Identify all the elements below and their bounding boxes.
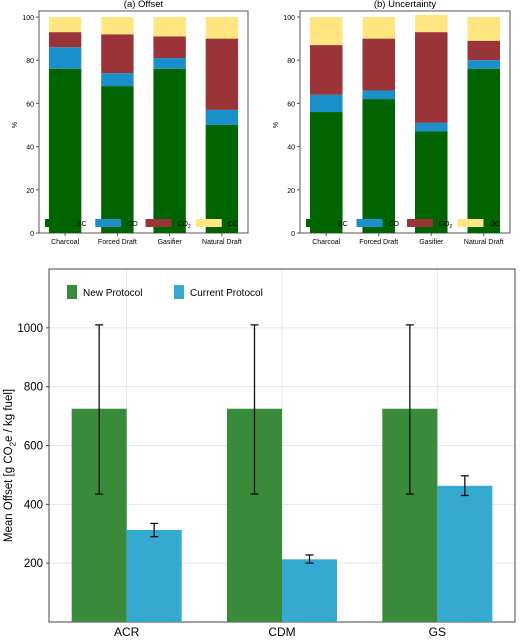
grouped-chart: ACR CDM GS 200 400 600 800 1000 Mean Offset [g C… <box>3 268 516 639</box>
legend-label: CO2 <box>439 221 453 230</box>
y-tick-label: 80 <box>26 58 34 65</box>
y-tick-label: 40 <box>26 145 34 152</box>
y-tick-label: 60 <box>26 101 34 108</box>
bar-segment <box>205 109 239 125</box>
bar-segment <box>362 38 396 91</box>
bar-segment <box>48 68 82 233</box>
y-tick-label: 100 <box>22 15 34 22</box>
x-tick-label: GS <box>429 625 446 637</box>
bar-segment <box>414 32 448 123</box>
bar-segment <box>205 17 239 39</box>
bar-segment <box>205 38 239 110</box>
y-tick-label: 60 <box>287 101 295 108</box>
legend-swatch <box>457 219 484 227</box>
x-tick-label: Charcoal <box>51 239 79 246</box>
bar-segment <box>309 17 343 46</box>
legend-label: CO2 <box>178 221 192 230</box>
legend-swatch <box>45 219 71 227</box>
plot-frame <box>299 10 511 234</box>
legend-swatch <box>306 219 332 227</box>
bar-segment <box>414 131 448 233</box>
bar-segment <box>48 32 82 48</box>
bar-segment <box>309 112 343 233</box>
bar <box>126 529 182 622</box>
chart-title: (b) Uncertainty <box>374 0 437 10</box>
bar-segment <box>101 86 134 234</box>
legend-label: CO <box>389 221 400 228</box>
legend-swatch <box>407 219 433 227</box>
y-tick-label: 400 <box>24 499 43 511</box>
y-axis-label: Mean Offset [g CO2e / kg fuel] <box>3 389 17 542</box>
y-tick-label: 0 <box>291 231 295 238</box>
bar-segment <box>205 125 239 233</box>
legend-swatch <box>67 285 77 299</box>
bar-segment <box>101 73 134 87</box>
stacked-chart-1: (b) Uncertainty 0 20 40 60 80 100% Charcoal Forc… <box>273 0 511 246</box>
legend-swatch <box>145 219 172 227</box>
y-tick-label: 20 <box>287 188 295 195</box>
x-tick-label: Forced Draft <box>98 239 137 246</box>
bar <box>437 485 493 622</box>
y-tick-label: 80 <box>287 58 295 65</box>
y-tick-label: 40 <box>287 145 295 152</box>
bar-segment <box>153 58 186 69</box>
bar-segment <box>48 47 82 69</box>
bar-segment <box>467 68 501 233</box>
y-tick-label: 200 <box>24 558 43 570</box>
y-tick-label: 0 <box>30 231 34 238</box>
legend-label: OC <box>490 221 501 228</box>
legend-label: OC <box>228 221 239 228</box>
bar-segment <box>414 14 448 33</box>
bar <box>282 559 337 622</box>
y-axis-label: % <box>12 122 19 128</box>
bar-segment <box>101 17 134 35</box>
y-tick-label: 20 <box>26 188 34 195</box>
x-tick-label: Gasifier <box>419 239 444 246</box>
x-tick-label: CDM <box>268 625 295 637</box>
bar-segment <box>362 17 396 39</box>
bar-segment <box>362 99 396 233</box>
y-tick-label: 1000 <box>17 323 43 335</box>
bar-segment <box>467 17 501 41</box>
y-tick-label: 100 <box>283 15 295 22</box>
bar-segment <box>362 90 396 100</box>
bar-segment <box>467 60 501 69</box>
legend-label: BC <box>338 221 348 228</box>
legend-label: BC <box>77 221 87 228</box>
x-tick-label: Gasifier <box>158 239 183 246</box>
bar-segment <box>101 34 134 74</box>
x-tick-label: Charcoal <box>312 239 340 246</box>
bar-segment <box>48 17 82 33</box>
legend-swatch <box>95 219 122 227</box>
bar-segment <box>467 40 501 61</box>
bar-segment <box>414 122 448 132</box>
legend-label: Current Protocol <box>190 288 263 299</box>
stacked-chart-0: (a) Offset 0 20 40 60 80 100% Charcoal Forced Dr… <box>12 0 249 246</box>
legend-swatch <box>174 285 184 299</box>
legend-swatch <box>195 219 222 227</box>
x-tick-label: ACR <box>114 625 140 637</box>
bar-segment <box>309 94 343 113</box>
legend-label: New Protocol <box>83 288 142 299</box>
x-tick-label: Natural Draft <box>464 239 504 246</box>
bar-segment <box>309 45 343 95</box>
bar-segment <box>153 17 186 37</box>
chart-title: (a) Offset <box>124 0 164 10</box>
legend-swatch <box>356 219 383 227</box>
x-tick-label: Natural Draft <box>202 239 242 246</box>
y-axis-label: % <box>273 122 280 128</box>
legend-label: CO <box>127 221 138 228</box>
y-tick-label: 800 <box>24 382 43 394</box>
x-tick-label: Forced Draft <box>359 239 398 246</box>
bar-segment <box>153 36 186 59</box>
bar-segment <box>153 68 186 233</box>
y-tick-label: 600 <box>24 441 43 453</box>
plot-frame <box>38 10 249 234</box>
